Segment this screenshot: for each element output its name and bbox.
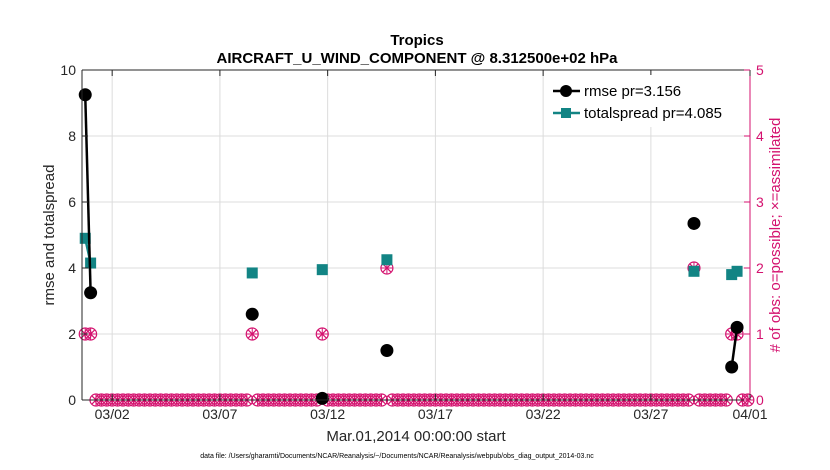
rmse-point	[725, 360, 739, 374]
rmse-point	[730, 320, 744, 334]
y2-tick-label: 5	[756, 62, 764, 78]
spread-point	[316, 264, 328, 276]
x-tick-label: 03/27	[633, 406, 668, 422]
chart-subtitle: AIRCRAFT_U_WIND_COMPONENT @ 8.312500e+02…	[217, 50, 619, 67]
x-tick-label: 03/07	[202, 406, 237, 422]
y2-tick-label: 0	[756, 392, 764, 408]
x-axis-label: Mar.01,2014 00:00:00 start	[326, 428, 506, 445]
x-tick-label: 03/12	[310, 406, 345, 422]
obs-count-marker	[84, 327, 98, 341]
spread-point	[246, 267, 258, 279]
spread-point	[381, 254, 393, 266]
legend-rmse-marker	[560, 85, 572, 97]
rmse-point	[78, 88, 92, 102]
x-tick-label: 03/22	[526, 406, 561, 422]
axes	[81, 69, 751, 401]
y2-tick-label: 2	[756, 260, 764, 276]
y2-tick-label: 1	[756, 326, 764, 342]
series-line-rmse	[83, 94, 92, 293]
rmse-point	[315, 391, 329, 405]
legend-spread-label: totalspread pr=4.085	[584, 105, 722, 122]
y2-tick-labels: 0 1 2 3 4 5	[756, 62, 764, 408]
y-tick-label: 0	[68, 392, 76, 408]
y-tick-label: 6	[68, 194, 76, 210]
series-line-rmse	[730, 327, 739, 368]
rmse-point	[84, 286, 98, 300]
y2-tick-label: 3	[756, 194, 764, 210]
obs-count-marker	[245, 327, 259, 341]
y2-axis-label: # of obs: o=possible; ×=assimilated	[767, 118, 784, 353]
y-tick-label: 10	[60, 62, 76, 78]
spread-point	[688, 265, 700, 277]
spread-point	[731, 265, 743, 277]
legend-box	[544, 75, 746, 127]
legend-spread-marker	[561, 108, 571, 118]
x-tick-labels: 03/02 03/07 03/12 03/17 03/22 03/27 04/01	[95, 406, 768, 422]
series-layer	[78, 88, 744, 405]
rmse-point	[245, 307, 259, 321]
y-tick-label: 8	[68, 128, 76, 144]
legend: rmse pr=3.156 totalspread pr=4.085	[544, 75, 746, 127]
rmse-point	[687, 216, 701, 230]
x-tick-label: 03/17	[418, 406, 453, 422]
y-tick-labels: 0 2 4 6 8 10	[60, 62, 76, 408]
x-tick-label: 03/02	[95, 406, 130, 422]
series-rmse	[78, 88, 744, 405]
rmse-point	[380, 344, 394, 357]
chart-title: Tropics	[390, 32, 443, 49]
y2-tick-label: 4	[756, 128, 764, 144]
spread-point	[79, 232, 91, 244]
y-axis-label: rmse and totalspread	[41, 165, 58, 306]
x-tick-label: 04/01	[732, 406, 767, 422]
obs-count-marker	[315, 327, 329, 341]
legend-rmse-label: rmse pr=3.156	[584, 83, 681, 100]
y-tick-label: 4	[68, 260, 76, 276]
y-tick-label: 2	[68, 326, 76, 342]
data-file-footer: data file: /Users/gharamti/Documents/NCA…	[200, 453, 594, 460]
